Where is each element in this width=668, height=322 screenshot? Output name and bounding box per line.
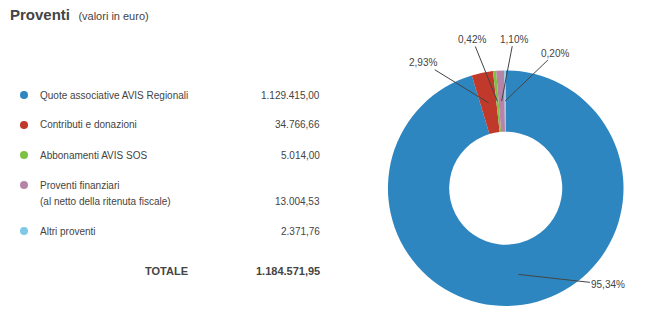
svg-text:13.004,53: 13.004,53 [275,196,320,207]
svg-text:1.129.415,00: 1.129.415,00 [261,90,320,101]
svg-text:1.184.571,95: 1.184.571,95 [256,265,320,277]
svg-text:Proventi finanziari: Proventi finanziari [40,180,119,191]
svg-text:Quote associative AVIS Regiona: Quote associative AVIS Regionali [40,90,188,101]
svg-text:Contributi e donazioni: Contributi e donazioni [40,119,137,130]
svg-text:5.014,00: 5.014,00 [281,150,320,161]
svg-text:95,34%: 95,34% [591,279,625,290]
svg-text:2,93%: 2,93% [409,57,437,68]
svg-text:34.766,66: 34.766,66 [275,119,320,130]
svg-text:TOTALE: TOTALE [145,265,188,277]
svg-text:0,42%: 0,42% [458,34,486,45]
svg-text:Abbonamenti AVIS SOS: Abbonamenti AVIS SOS [40,150,147,161]
svg-text:2.371,76: 2.371,76 [281,226,320,237]
svg-text:1,10%: 1,10% [500,34,528,45]
svg-text:0,20%: 0,20% [541,48,569,59]
svg-text:Proventi (valori in euro): Proventi (valori in euro) [10,6,149,23]
svg-text:Altri proventi: Altri proventi [40,226,96,237]
svg-text:(al netto della ritenuta fisca: (al netto della ritenuta fiscale) [40,196,171,207]
